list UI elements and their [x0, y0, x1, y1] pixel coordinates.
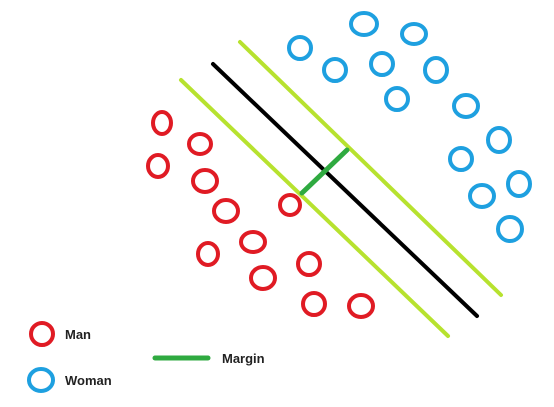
woman-point: [384, 86, 410, 112]
man-point: [278, 193, 302, 217]
woman-point: [287, 35, 313, 61]
man-points: [146, 110, 375, 319]
woman-point: [369, 51, 395, 77]
woman-point: [448, 146, 474, 172]
man-point: [191, 168, 219, 194]
woman-point: [506, 170, 532, 198]
man-point: [196, 241, 220, 267]
legend-man-marker: [29, 321, 55, 347]
woman-points: [287, 11, 532, 243]
legend: Man Woman Margin: [27, 321, 265, 393]
man-point: [146, 153, 170, 179]
woman-point: [423, 56, 449, 84]
legend-man-label: Man: [65, 327, 91, 342]
lower-support-line: [179, 78, 450, 338]
woman-point: [322, 57, 348, 83]
man-point: [239, 230, 267, 254]
man-point: [249, 265, 277, 291]
margin-segment: [299, 147, 350, 196]
woman-point: [468, 183, 496, 209]
man-point: [301, 291, 327, 317]
woman-point: [496, 215, 524, 243]
man-point: [296, 251, 322, 277]
upper-support-line: [238, 40, 503, 297]
man-point: [187, 132, 213, 156]
woman-point: [400, 22, 428, 46]
man-point: [151, 110, 173, 136]
woman-point: [349, 11, 379, 37]
legend-woman-label: Woman: [65, 373, 112, 388]
woman-point: [486, 126, 512, 154]
man-point: [347, 293, 375, 319]
legend-margin-label: Margin: [222, 351, 265, 366]
decision-hyperplane: [211, 62, 479, 318]
legend-woman-marker: [27, 367, 55, 393]
man-point: [212, 198, 240, 224]
woman-point: [452, 93, 480, 119]
